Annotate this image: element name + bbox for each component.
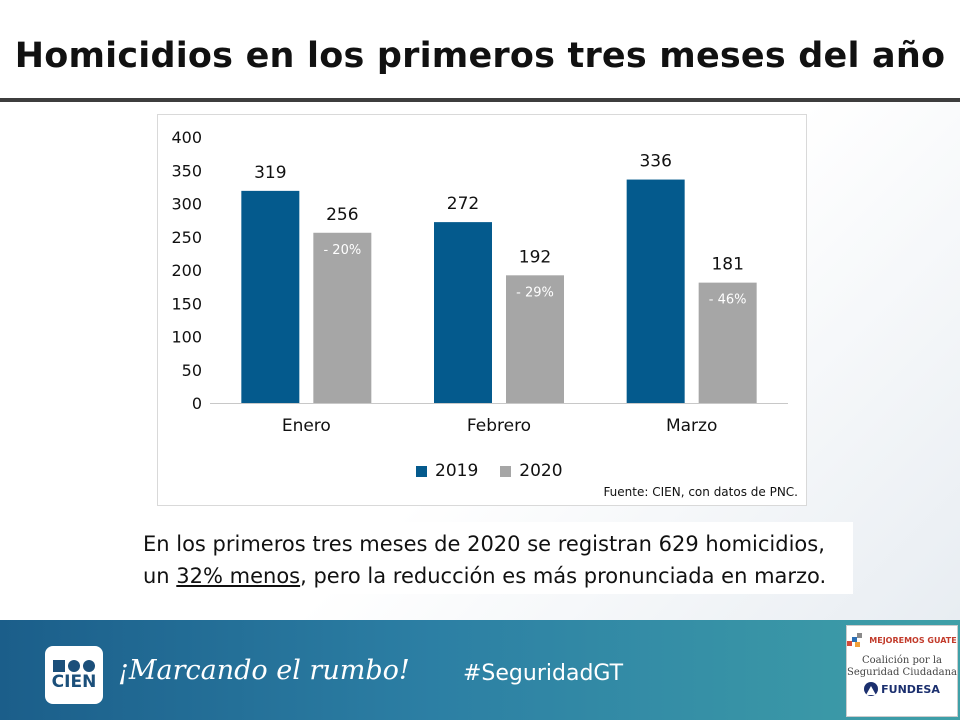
legend-label-2019: 2019 — [435, 461, 479, 481]
y-tick-label: 100 — [171, 328, 202, 347]
data-label: 272 — [447, 194, 479, 214]
slide-caption: En los primeros tres meses de 2020 se re… — [133, 522, 853, 594]
data-label: 181 — [711, 255, 743, 275]
change-label: - 20% — [323, 243, 361, 258]
y-tick-label: 350 — [171, 161, 202, 180]
caption-emphasis: 32% menos — [176, 564, 301, 588]
bar-2020-febrero — [506, 275, 564, 403]
bar-2019-marzo — [626, 179, 685, 403]
title-divider — [0, 98, 960, 102]
bar-2020-enero — [313, 232, 372, 403]
legend-swatch-2019 — [416, 465, 427, 477]
change-label: - 29% — [516, 285, 554, 300]
coalicion-name-line-2: Seguridad Ciudadana — [847, 667, 957, 678]
cien-logo-text: CIEN — [51, 671, 97, 692]
data-label: 256 — [326, 205, 358, 225]
mejoremos-guate-mark-icon — [847, 633, 865, 649]
y-tick-label: 150 — [171, 294, 202, 313]
caption-prefix: un — [143, 564, 177, 588]
change-label: - 46% — [709, 293, 747, 308]
bar-2020-marzo — [698, 282, 757, 403]
mejoremos-guate-text: MEJOREMOS GUATE — [869, 636, 957, 645]
chart-canvas: 0 50 100 150 200 250 300 350 400 319 256 - 20% Enero… — [171, 128, 788, 436]
fundesa-mark-icon — [864, 682, 879, 696]
coalicion-name: Coalición por la Seguridad Ciudadana — [847, 655, 957, 679]
chart-source: Fuente: CIEN, con datos de PNC. — [603, 485, 798, 499]
caption-line-2: un 32% menos, pero la reducción es más p… — [143, 560, 843, 592]
data-label: 192 — [519, 247, 551, 267]
legend-swatch-2020 — [500, 465, 512, 477]
cien-logo-mark-icon — [53, 659, 95, 672]
fundesa-text: FUNDESA — [881, 682, 940, 696]
chart-legend: 2019 2020 — [416, 461, 563, 481]
bar-chart: 0 50 100 150 200 250 300 350 400 319 256 - 20% Enero… — [157, 114, 807, 506]
cien-logo: CIEN — [45, 646, 103, 704]
x-category-label: Enero — [282, 416, 331, 436]
y-tick-label: 300 — [171, 195, 202, 214]
mejoremos-guate-logo: MEJOREMOS GUATE — [847, 630, 957, 652]
caption-line-1: En los primeros tres meses de 2020 se re… — [143, 532, 825, 556]
bar-2019-enero — [241, 190, 300, 403]
partner-logo-block: MEJOREMOS GUATE Coalición por la Segurid… — [846, 625, 958, 717]
x-category-label: Marzo — [666, 416, 717, 436]
fundesa-logo: FUNDESA — [864, 682, 940, 696]
data-label: 319 — [254, 163, 286, 183]
y-tick-label: 200 — [171, 261, 202, 280]
footer-slogan: ¡Marcando el rumbo! — [118, 655, 410, 686]
caption-suffix: , pero la reducción es más pronunciada e… — [300, 564, 827, 588]
footer-hashtag: #SeguridadGT — [463, 661, 624, 686]
y-tick-label: 50 — [182, 361, 202, 380]
legend-item-2020: 2020 — [500, 461, 563, 481]
x-category-label: Febrero — [467, 416, 531, 436]
legend-label-2020: 2020 — [519, 461, 563, 481]
footer-band — [0, 620, 960, 720]
legend-item-2019: 2019 — [416, 461, 478, 481]
coalicion-name-line-1: Coalición por la — [861, 655, 942, 666]
y-tick-label: 0 — [192, 394, 202, 413]
bar-2019-febrero — [434, 222, 492, 403]
y-tick-label: 250 — [171, 228, 202, 247]
slide-title: Homicidios en los primeros tres meses de… — [14, 36, 946, 76]
y-tick-label: 400 — [171, 128, 202, 147]
data-label: 336 — [639, 152, 671, 172]
